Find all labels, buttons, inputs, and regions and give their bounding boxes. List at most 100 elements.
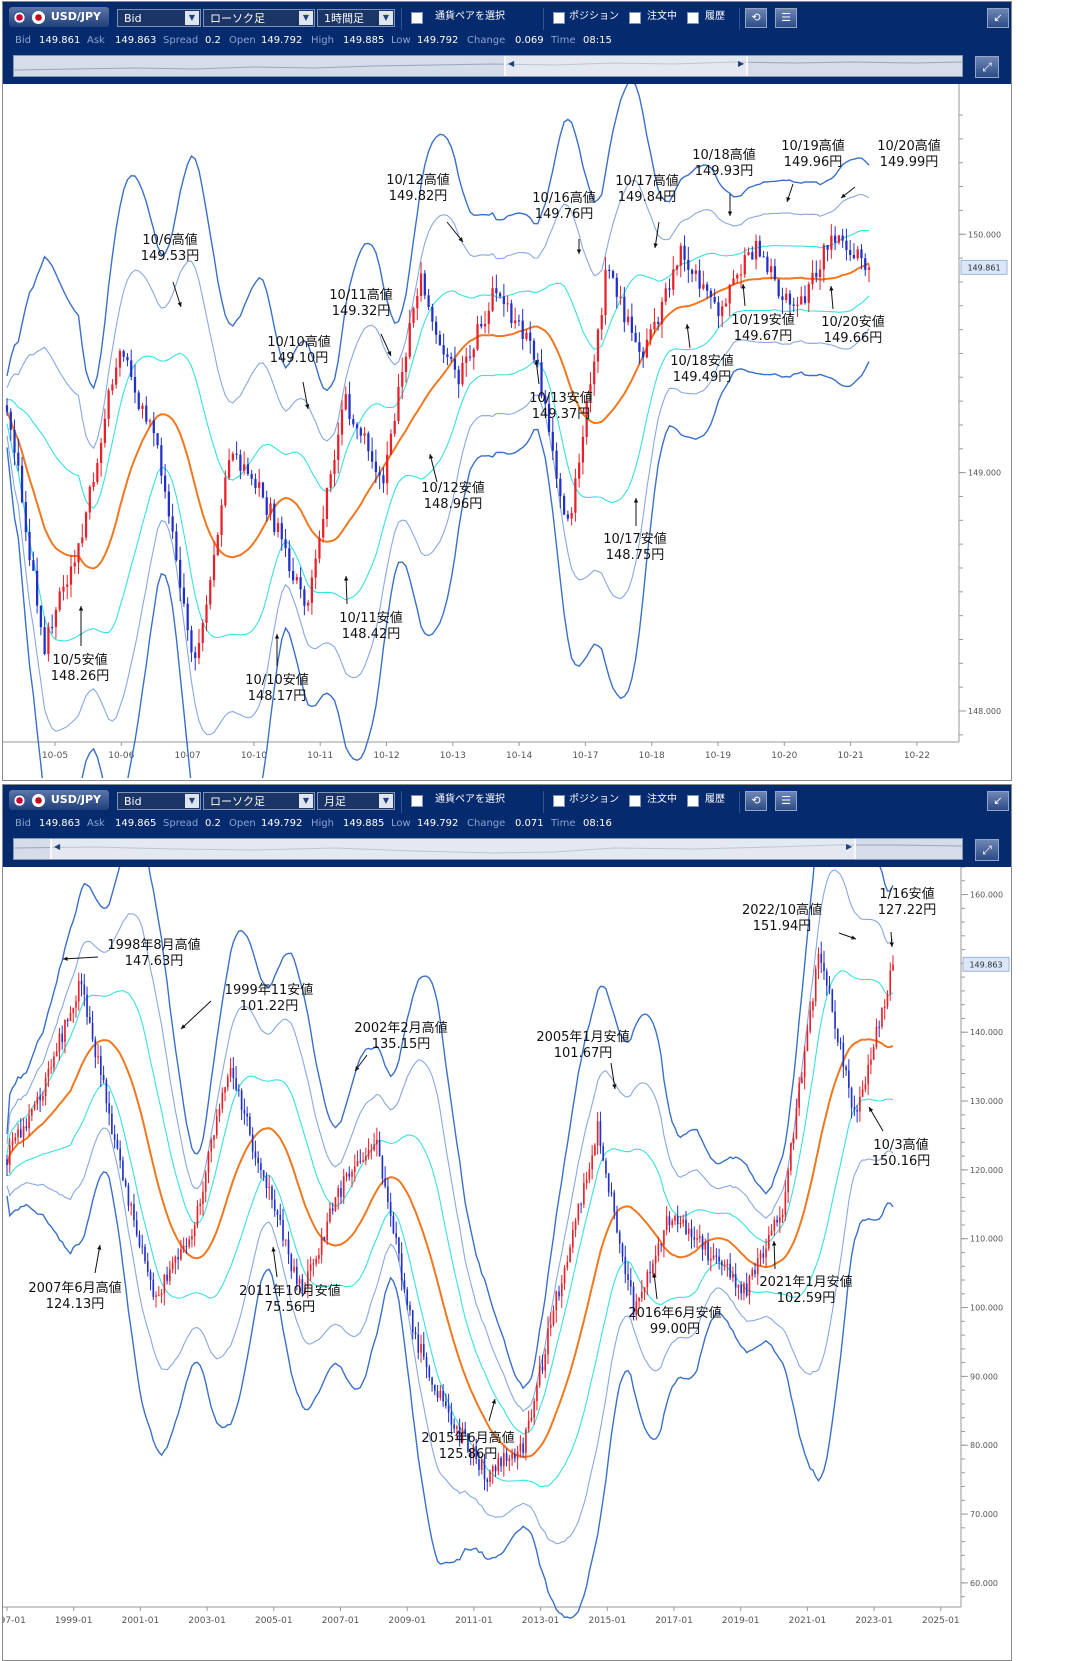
- candle-down: [323, 1236, 326, 1241]
- annotation-label: 10/13安値: [529, 390, 592, 406]
- candle-up: [811, 272, 814, 285]
- detach-button[interactable]: ↙: [987, 8, 1009, 28]
- candle-down: [458, 1426, 461, 1442]
- candle-up: [88, 486, 91, 513]
- annotation-arrowhead: [829, 286, 834, 291]
- candle-up: [638, 1298, 640, 1302]
- navigator-sparkline: [14, 61, 962, 71]
- annotation-label: 10/10安値: [245, 672, 308, 688]
- candle-down: [540, 362, 543, 397]
- candle-up: [401, 371, 404, 387]
- candle-down: [521, 320, 524, 340]
- settings-button[interactable]: ☰: [775, 791, 797, 811]
- candle-down: [668, 288, 671, 290]
- refresh-button[interactable]: ⟲: [745, 791, 767, 811]
- annotation-label: 10/11高値: [329, 287, 392, 303]
- candle-up: [581, 436, 585, 463]
- candle-up: [320, 1236, 323, 1255]
- settings-button[interactable]: ☰: [775, 8, 797, 28]
- pair-select-checkbox[interactable]: [411, 12, 423, 24]
- candle-down: [186, 603, 189, 631]
- divider: [401, 8, 402, 30]
- candle-down: [442, 1390, 444, 1402]
- toolbar: USD/JPY Bid ▼ ローソク足 ▼ 1時間足 ▼ 通貨ペアを選択 ポジション …: [3, 2, 1011, 84]
- change-label: Change: [467, 818, 506, 829]
- timeframe-value: 月足: [324, 795, 346, 808]
- x-tick-label: 10-17: [572, 751, 598, 761]
- price-type-select[interactable]: Bid ▼: [117, 792, 201, 810]
- candle-up: [687, 1228, 690, 1235]
- candle-down: [240, 1090, 243, 1111]
- candle-down: [627, 1274, 629, 1281]
- pair-select-checkbox[interactable]: [411, 795, 423, 807]
- timeframe-select[interactable]: 1時間足 ▼: [317, 9, 395, 27]
- candle-down: [486, 1479, 489, 1482]
- annotation-arrowhead: [177, 302, 182, 307]
- navigator-scrollbar[interactable]: ◀ ▶: [13, 838, 963, 860]
- candle-up: [754, 240, 758, 260]
- zoom-button[interactable]: ⤢: [975, 839, 999, 861]
- history-checkbox[interactable]: [687, 795, 699, 807]
- candle-down: [91, 1022, 94, 1040]
- candle-down: [182, 587, 186, 604]
- candle-up: [356, 1160, 359, 1167]
- candle-down: [505, 1453, 508, 1461]
- history-checkbox[interactable]: [687, 12, 699, 24]
- annotation-label: 10/16高値: [532, 190, 595, 206]
- position-checkbox[interactable]: [553, 795, 565, 807]
- navigator-window[interactable]: [50, 839, 856, 859]
- hourly-candlestick-chart[interactable]: 150.000 149.000 148.000 10-05 10-06 10-07 10-1…: [3, 84, 1011, 778]
- band-1sigma-upper: [6, 970, 894, 1435]
- chart-type-select[interactable]: ローソク足 ▼: [203, 792, 315, 810]
- annotation-value: 149.82円: [389, 189, 448, 204]
- currency-pair-badge[interactable]: USD/JPY: [9, 7, 109, 27]
- candle-up: [115, 367, 118, 385]
- detach-button[interactable]: ↙: [987, 791, 1009, 811]
- scroll-right-icon[interactable]: ▶: [738, 59, 745, 68]
- navigator-scrollbar[interactable]: ◀ ▶: [13, 55, 963, 77]
- candle-up: [420, 1343, 422, 1353]
- candle-up: [42, 1095, 44, 1101]
- monthly-candlestick-chart[interactable]: 160.000150.000140.000130.000120.000110.0…: [3, 867, 1011, 1658]
- candle-up: [569, 1247, 571, 1263]
- pair-select-label: 通貨ペアを選択: [435, 794, 505, 805]
- scroll-left-icon[interactable]: ◀: [54, 842, 61, 851]
- orders-checkbox[interactable]: [629, 12, 641, 24]
- orders-checkbox[interactable]: [629, 795, 641, 807]
- band-2sigma-lower: [6, 328, 870, 736]
- ask-label: Ask: [87, 818, 105, 829]
- candle-down: [340, 1187, 342, 1197]
- zoom-button[interactable]: ⤢: [975, 56, 999, 78]
- time-label: Time: [551, 818, 576, 829]
- candle-down: [190, 630, 193, 653]
- x-tick-label: 1999-01: [55, 1616, 93, 1626]
- timeframe-select[interactable]: 月足 ▼: [317, 792, 395, 810]
- candle-down: [616, 1212, 618, 1233]
- candle-up: [64, 1019, 66, 1042]
- candle-down: [547, 403, 551, 432]
- candle-up: [318, 537, 321, 559]
- annotation-arrowhead: [428, 454, 434, 459]
- candle-down: [820, 953, 823, 963]
- annotation-arrowhead: [355, 1066, 360, 1071]
- chart-type-select[interactable]: ローソク足 ▼: [203, 9, 315, 27]
- price-type-select[interactable]: Bid ▼: [117, 9, 201, 27]
- candle-up: [334, 1197, 337, 1211]
- candle-down: [39, 1096, 41, 1101]
- position-checkbox[interactable]: [553, 12, 565, 24]
- candle-up: [743, 255, 746, 275]
- candle-up: [511, 1453, 513, 1459]
- refresh-button[interactable]: ⟲: [745, 8, 767, 28]
- candle-up: [796, 304, 799, 306]
- currency-pair-badge[interactable]: USD/JPY: [9, 790, 109, 810]
- navigator-window[interactable]: [504, 56, 748, 76]
- candle-up: [224, 477, 227, 506]
- candle-up: [585, 1179, 588, 1184]
- candle-up: [759, 1253, 762, 1259]
- navigator-sparkline: [14, 844, 962, 854]
- scroll-left-icon[interactable]: ◀: [508, 59, 515, 68]
- scroll-right-icon[interactable]: ▶: [846, 842, 853, 851]
- candle-up: [747, 252, 750, 256]
- x-tick-label: 2007-01: [322, 1616, 360, 1626]
- candle-up: [585, 401, 588, 437]
